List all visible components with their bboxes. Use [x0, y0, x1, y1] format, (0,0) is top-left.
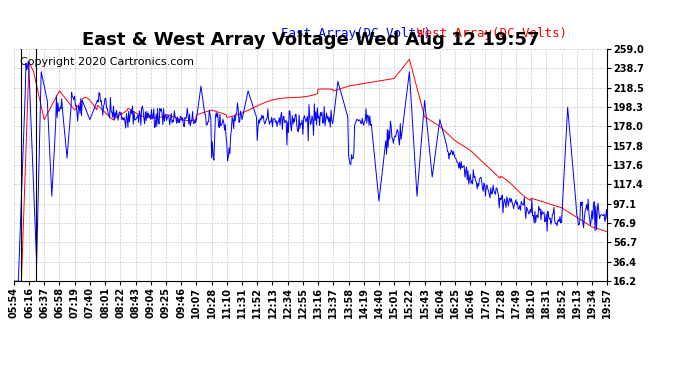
Text: West Array(DC Volts): West Array(DC Volts) — [417, 27, 567, 40]
Title: East & West Array Voltage Wed Aug 12 19:57: East & West Array Voltage Wed Aug 12 19:… — [81, 31, 540, 49]
Text: Copyright 2020 Cartronics.com: Copyright 2020 Cartronics.com — [20, 57, 194, 67]
Text: East Array(DC Volts): East Array(DC Volts) — [281, 27, 431, 40]
